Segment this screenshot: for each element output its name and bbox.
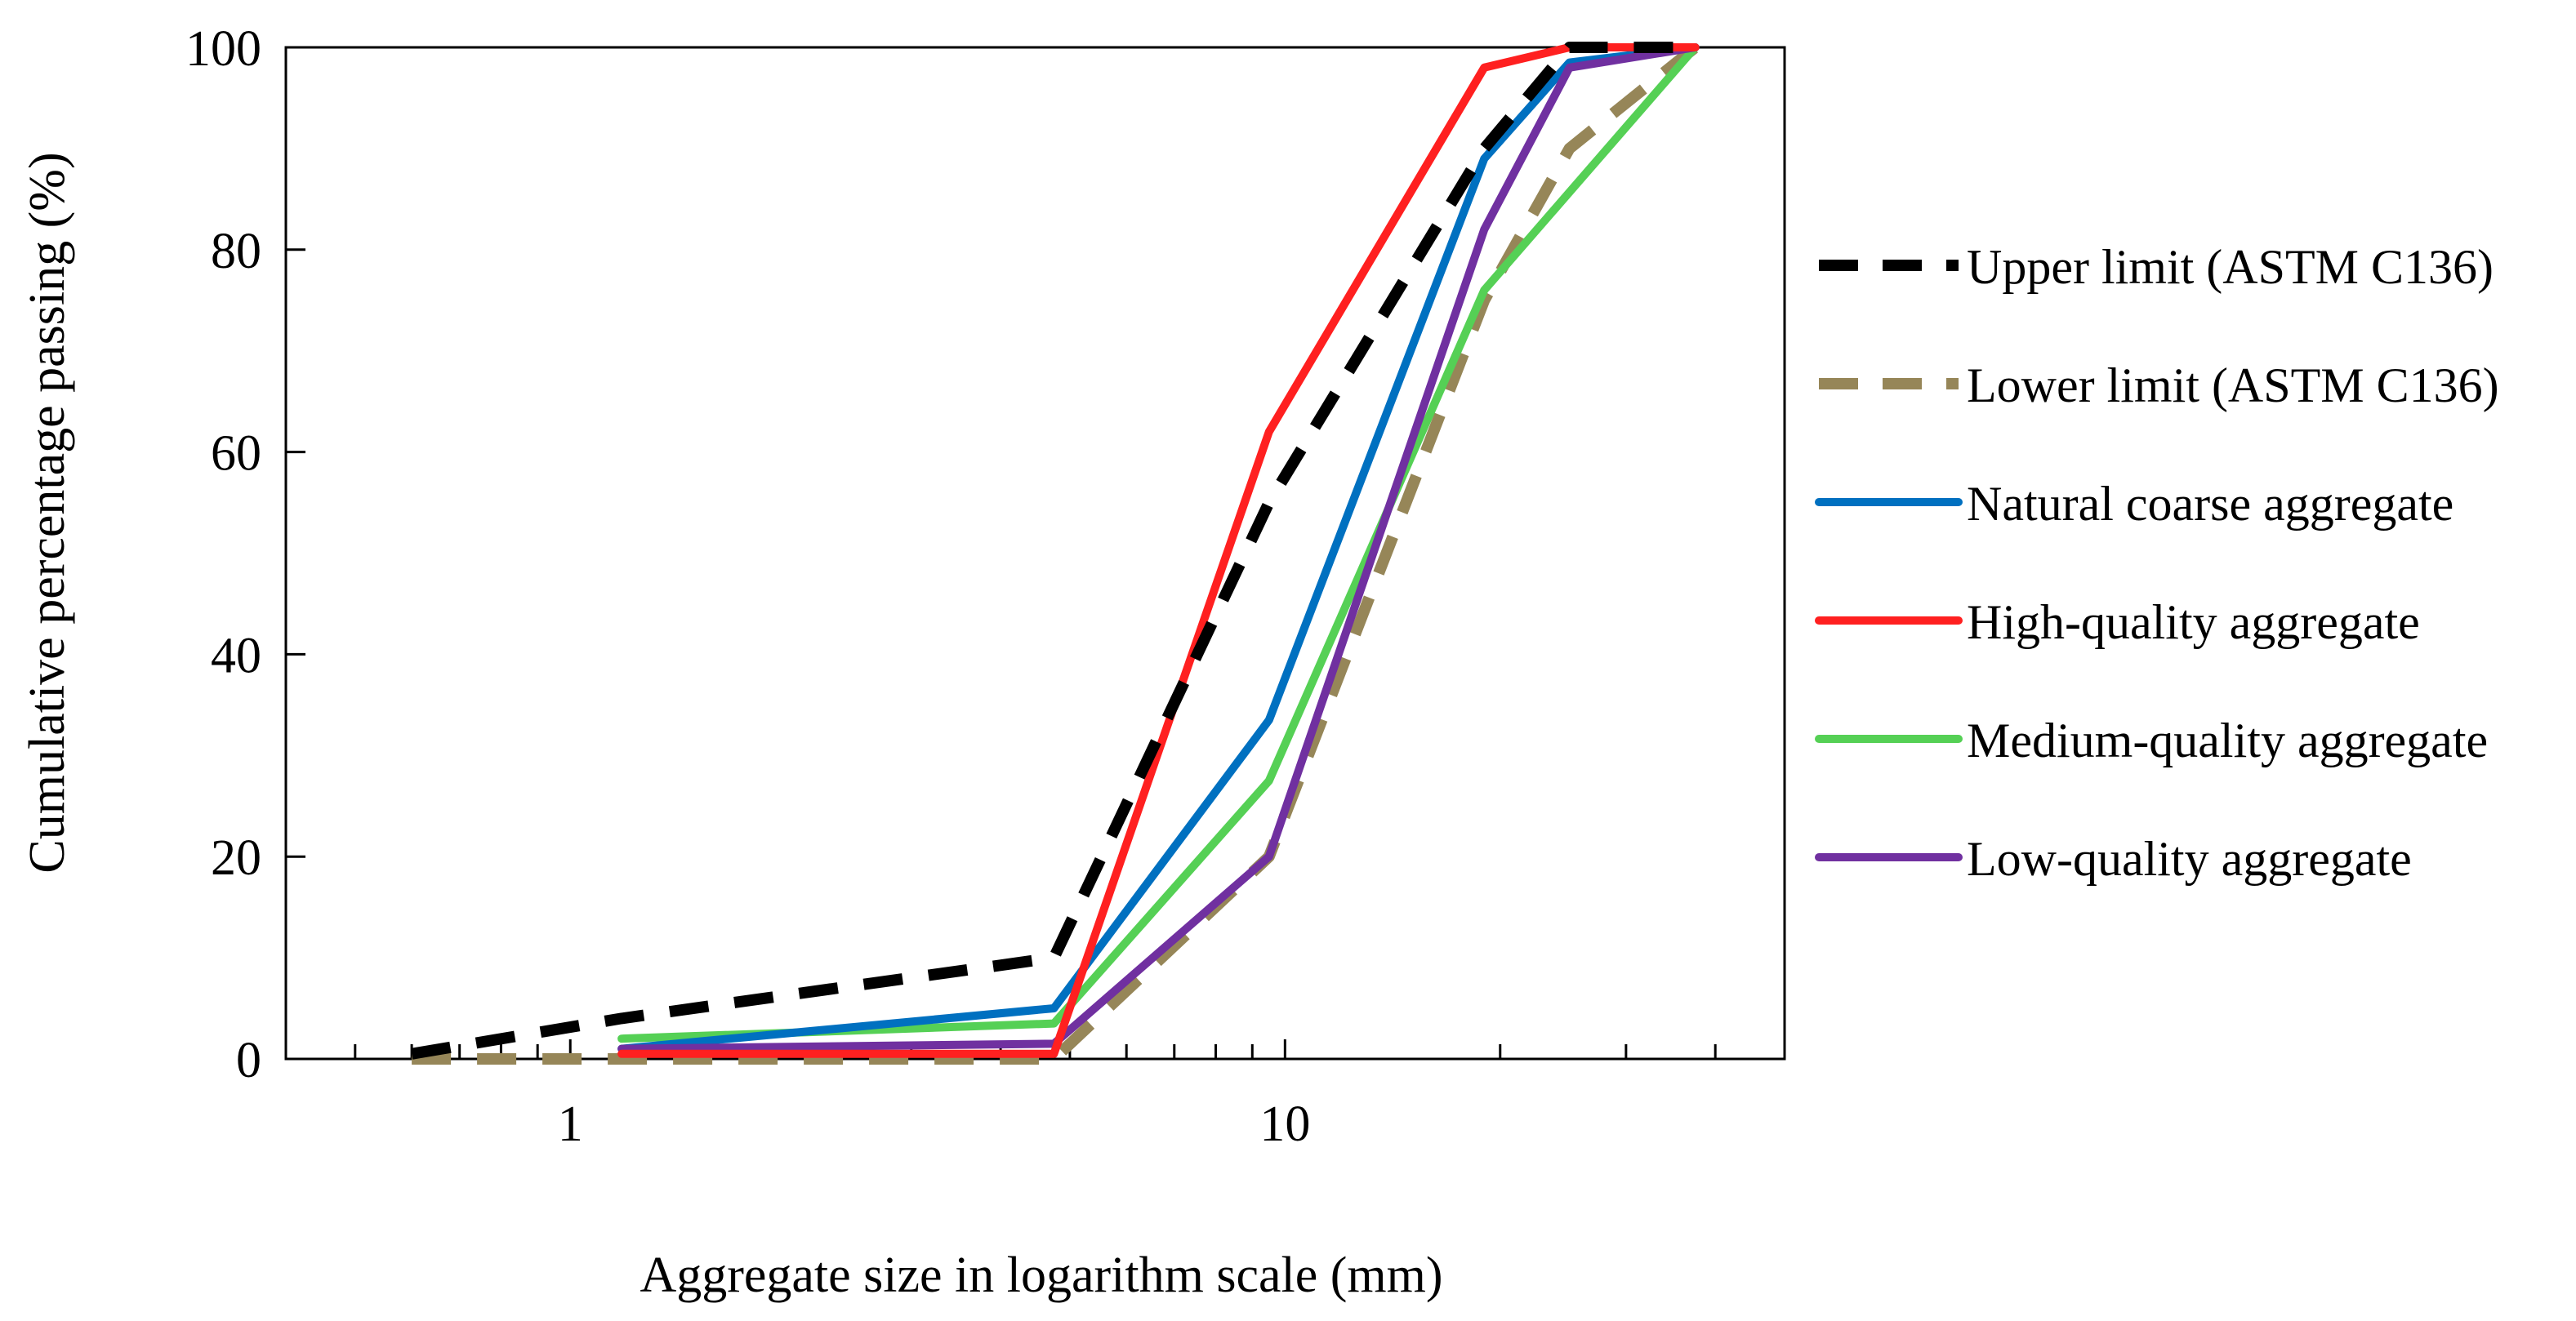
- series-line-natural-coarse-aggregate: [617, 43, 1700, 1053]
- legend-label-upper-limit-astm-c136: Upper limit (ASTM C136): [1967, 240, 2494, 294]
- y-tick-label: 80: [211, 224, 261, 279]
- series-line-lower-limit-astm-c136: [412, 42, 1700, 1065]
- y-tick-label: 100: [185, 21, 261, 77]
- tick-labels: 0 20 40 60 80 100 1 10: [185, 21, 1310, 1152]
- legend-label-medium-quality-aggregate: Medium-quality aggregate: [1967, 714, 2488, 767]
- y-axis-title: Cumulative percentage passing (%): [20, 152, 75, 873]
- series-line-low-quality-aggregate: [617, 43, 1700, 1053]
- legend-label-natural-coarse-aggregate: Natural coarse aggregate: [1967, 477, 2453, 531]
- series-lines: [410, 42, 1700, 1065]
- series-line-medium-quality-aggregate: [617, 43, 1700, 1043]
- y-tick-label: 40: [211, 628, 261, 683]
- x-tick-label: 1: [558, 1096, 583, 1152]
- y-tick-label: 20: [211, 830, 261, 886]
- legend-label-high-quality-aggregate: High-quality aggregate: [1967, 595, 2420, 649]
- x-axis-title: Aggregate size in logarithm scale (mm): [640, 1248, 1442, 1303]
- x-tick-label: 10: [1259, 1096, 1310, 1152]
- legend: Upper limit (ASTM C136) Lower limit (ASTM…: [1815, 240, 2499, 886]
- y-tick-label: 60: [211, 426, 261, 482]
- legend-label-lower-limit-astm-c136: Lower limit (ASTM C136): [1967, 358, 2499, 412]
- y-tick-label: 0: [236, 1033, 261, 1088]
- legend-label-low-quality-aggregate: Low-quality aggregate: [1967, 832, 2412, 886]
